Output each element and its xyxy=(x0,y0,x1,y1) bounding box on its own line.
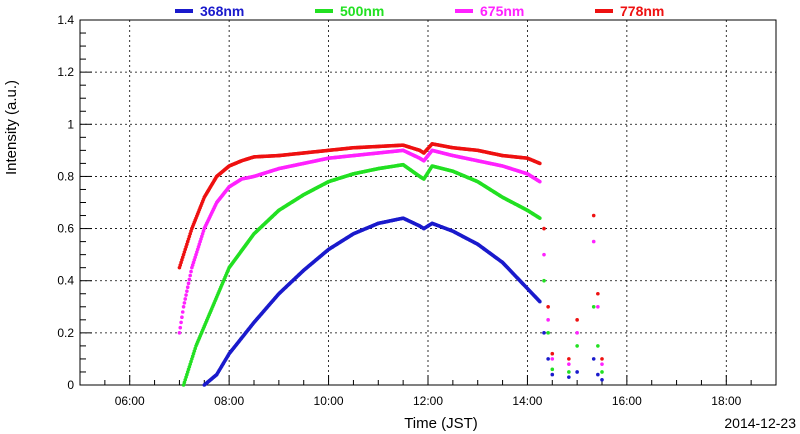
data-point xyxy=(575,331,579,335)
data-point xyxy=(596,372,600,377)
x-tick-label: 18:00 xyxy=(711,394,741,408)
data-point xyxy=(180,315,184,320)
legend-label: 675nm xyxy=(480,3,524,19)
data-point xyxy=(575,370,579,374)
data-point xyxy=(542,252,546,257)
data-point xyxy=(591,357,596,361)
data-point xyxy=(550,357,555,361)
data-point xyxy=(184,293,188,297)
data-point xyxy=(538,179,542,184)
series-500nm xyxy=(181,162,604,387)
data-point xyxy=(546,318,550,322)
y-tick-label: 1.4 xyxy=(57,13,74,27)
data-point xyxy=(550,351,555,356)
data-point xyxy=(596,304,600,309)
data-point xyxy=(591,239,596,244)
data-point xyxy=(546,357,550,361)
y-tick-label: 0.2 xyxy=(57,326,74,340)
data-point xyxy=(600,357,604,361)
data-point xyxy=(188,273,192,278)
x-tick-label: 16:00 xyxy=(612,394,642,408)
data-point xyxy=(600,377,604,382)
data-point xyxy=(538,299,542,304)
data-point xyxy=(180,310,185,314)
data-point xyxy=(567,362,571,366)
data-point xyxy=(575,318,579,322)
data-point xyxy=(185,285,190,290)
data-point xyxy=(538,161,542,166)
data-point xyxy=(186,281,191,286)
data-point xyxy=(181,304,186,309)
chart-grid xyxy=(80,19,776,386)
x-tick-label: 12:00 xyxy=(413,394,443,408)
series-675nm xyxy=(177,148,604,366)
data-point xyxy=(600,362,604,366)
data-point xyxy=(183,297,188,301)
x-tick-label: 06:00 xyxy=(115,394,145,408)
y-tick-label: 0.6 xyxy=(57,222,74,236)
data-point xyxy=(550,367,555,372)
x-tick-label: 08:00 xyxy=(214,394,244,408)
legend: 368nm 500nm 675nm 778nm xyxy=(175,3,664,19)
y-tick-label: 0 xyxy=(67,378,74,392)
data-point xyxy=(567,357,571,361)
data-point xyxy=(550,372,555,377)
series-778nm xyxy=(177,142,604,361)
data-point xyxy=(542,331,546,335)
legend-label: 368nm xyxy=(200,3,244,19)
data-point xyxy=(591,304,596,309)
y-axis-title: Intensity (a.u.) xyxy=(3,80,20,175)
y-tick-label: 1 xyxy=(67,117,74,131)
data-point xyxy=(182,301,187,305)
x-tick-label: 14:00 xyxy=(512,394,542,408)
legend-label: 500nm xyxy=(340,3,384,19)
data-point xyxy=(546,331,550,335)
data-point xyxy=(538,216,542,220)
data-point xyxy=(179,320,183,325)
data-point xyxy=(178,325,183,330)
data-point xyxy=(542,226,546,231)
data-point xyxy=(185,289,189,293)
data-point xyxy=(596,344,600,348)
data-point xyxy=(189,269,193,274)
date-label: 2014-12-23 xyxy=(724,415,796,431)
data-point xyxy=(177,331,182,335)
x-axis-title: Time (JST) xyxy=(404,415,478,432)
data-point xyxy=(542,278,546,283)
legend-label: 778nm xyxy=(620,3,664,19)
x-tick-label: 10:00 xyxy=(314,394,344,408)
data-point xyxy=(546,304,550,309)
axis-ticks: 06:00 08:00 10:00 12:00 14:00 16:00 18:00 0 0.2 0… xyxy=(57,13,777,408)
data-points xyxy=(177,142,604,387)
data-point xyxy=(567,375,571,379)
y-tick-label: 1.2 xyxy=(57,65,74,79)
data-point xyxy=(187,277,192,282)
series-368nm xyxy=(202,216,604,387)
y-tick-label: 0.8 xyxy=(57,169,74,183)
data-point xyxy=(575,344,579,348)
data-point xyxy=(591,213,596,218)
data-point xyxy=(596,291,600,296)
data-point xyxy=(567,370,571,374)
y-tick-label: 0.4 xyxy=(57,274,74,288)
data-point xyxy=(600,370,604,374)
